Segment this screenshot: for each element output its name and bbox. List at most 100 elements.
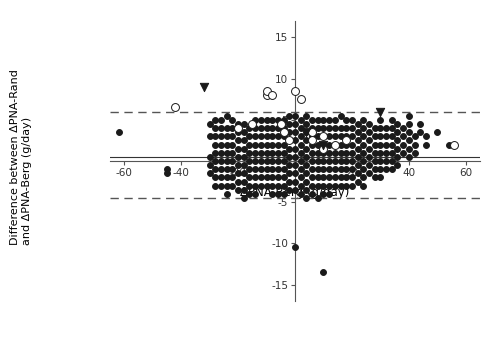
Point bbox=[246, 175, 254, 180]
Point bbox=[286, 187, 294, 192]
Point bbox=[314, 133, 322, 139]
Point bbox=[286, 130, 294, 135]
Point bbox=[331, 125, 339, 131]
Point bbox=[325, 191, 333, 197]
Point bbox=[222, 158, 230, 164]
Point bbox=[280, 158, 287, 164]
Point bbox=[228, 183, 236, 189]
Point bbox=[365, 146, 373, 152]
Point bbox=[251, 191, 259, 197]
Point bbox=[370, 175, 378, 180]
Point bbox=[314, 175, 322, 180]
Point bbox=[240, 146, 248, 152]
Point bbox=[274, 150, 282, 155]
Point bbox=[268, 142, 276, 147]
Point bbox=[222, 150, 230, 155]
Point bbox=[342, 150, 350, 155]
Point bbox=[251, 133, 259, 139]
Point bbox=[234, 187, 242, 192]
Point bbox=[286, 162, 294, 168]
Point bbox=[325, 158, 333, 164]
Point bbox=[274, 191, 282, 197]
Point bbox=[274, 125, 282, 131]
Point bbox=[302, 179, 310, 184]
Point bbox=[280, 133, 287, 139]
Point bbox=[257, 183, 265, 189]
Point bbox=[251, 167, 259, 172]
Point bbox=[257, 133, 265, 139]
Point bbox=[320, 133, 328, 139]
Point bbox=[240, 195, 248, 201]
Point bbox=[246, 167, 254, 172]
Point bbox=[308, 142, 316, 147]
Point bbox=[342, 183, 350, 189]
Point bbox=[308, 158, 316, 164]
Point bbox=[246, 191, 254, 197]
Point bbox=[296, 167, 304, 172]
Point bbox=[376, 150, 384, 155]
Point bbox=[291, 179, 299, 184]
Point bbox=[405, 138, 413, 143]
Point bbox=[348, 133, 356, 139]
Point bbox=[212, 183, 220, 189]
Point bbox=[280, 125, 287, 131]
Point bbox=[296, 133, 304, 139]
Point bbox=[228, 175, 236, 180]
Point bbox=[308, 183, 316, 189]
Point bbox=[291, 170, 299, 176]
Point bbox=[291, 121, 299, 127]
Point bbox=[348, 125, 356, 131]
Point bbox=[234, 138, 242, 143]
Point bbox=[348, 183, 356, 189]
Point bbox=[268, 158, 276, 164]
Point bbox=[234, 170, 242, 176]
Point bbox=[257, 142, 265, 147]
Point bbox=[217, 117, 225, 122]
Point bbox=[342, 142, 350, 147]
Point bbox=[268, 167, 276, 172]
Point bbox=[262, 133, 270, 139]
Point bbox=[320, 183, 328, 189]
Point bbox=[262, 183, 270, 189]
Point bbox=[251, 175, 259, 180]
Point bbox=[336, 125, 344, 131]
Point bbox=[114, 130, 122, 135]
Point bbox=[280, 167, 287, 172]
Point bbox=[354, 130, 362, 135]
Point bbox=[291, 154, 299, 160]
Point bbox=[240, 179, 248, 184]
Point bbox=[370, 142, 378, 147]
Point bbox=[286, 138, 294, 143]
Point bbox=[234, 125, 242, 131]
Point bbox=[360, 133, 368, 139]
Point bbox=[200, 84, 208, 90]
Point bbox=[246, 150, 254, 155]
Point bbox=[240, 130, 248, 135]
Point bbox=[405, 113, 413, 119]
Point bbox=[251, 142, 259, 147]
Point bbox=[268, 191, 276, 197]
Point bbox=[246, 142, 254, 147]
Point bbox=[302, 113, 310, 119]
Point bbox=[434, 130, 442, 135]
Point bbox=[450, 142, 458, 147]
Point bbox=[388, 142, 396, 147]
Point bbox=[325, 142, 333, 147]
Point bbox=[376, 175, 384, 180]
Point bbox=[228, 133, 236, 139]
Point bbox=[325, 125, 333, 131]
Point bbox=[320, 142, 328, 147]
Point bbox=[308, 125, 316, 131]
Point bbox=[234, 130, 242, 135]
Point bbox=[280, 117, 287, 122]
Point bbox=[296, 175, 304, 180]
Point bbox=[388, 117, 396, 122]
Point bbox=[399, 142, 407, 147]
Point bbox=[376, 167, 384, 172]
Point bbox=[291, 138, 299, 143]
Point bbox=[302, 138, 310, 143]
Point bbox=[262, 92, 270, 98]
Point bbox=[360, 150, 368, 155]
Point bbox=[234, 121, 242, 127]
Point bbox=[246, 125, 254, 131]
